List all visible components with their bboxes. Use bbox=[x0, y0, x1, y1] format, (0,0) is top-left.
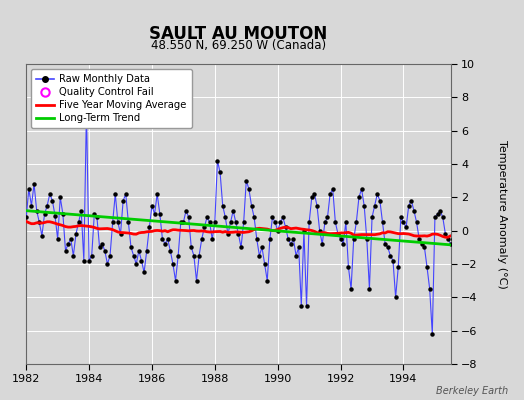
Title: SAULT AU MOUTON: SAULT AU MOUTON bbox=[149, 25, 328, 43]
Legend: Raw Monthly Data, Quality Control Fail, Five Year Moving Average, Long-Term Tren: Raw Monthly Data, Quality Control Fail, … bbox=[31, 69, 192, 128]
Text: Berkeley Earth: Berkeley Earth bbox=[436, 386, 508, 396]
Text: 48.550 N, 69.250 W (Canada): 48.550 N, 69.250 W (Canada) bbox=[151, 39, 326, 52]
Y-axis label: Temperature Anomaly (°C): Temperature Anomaly (°C) bbox=[497, 140, 507, 288]
